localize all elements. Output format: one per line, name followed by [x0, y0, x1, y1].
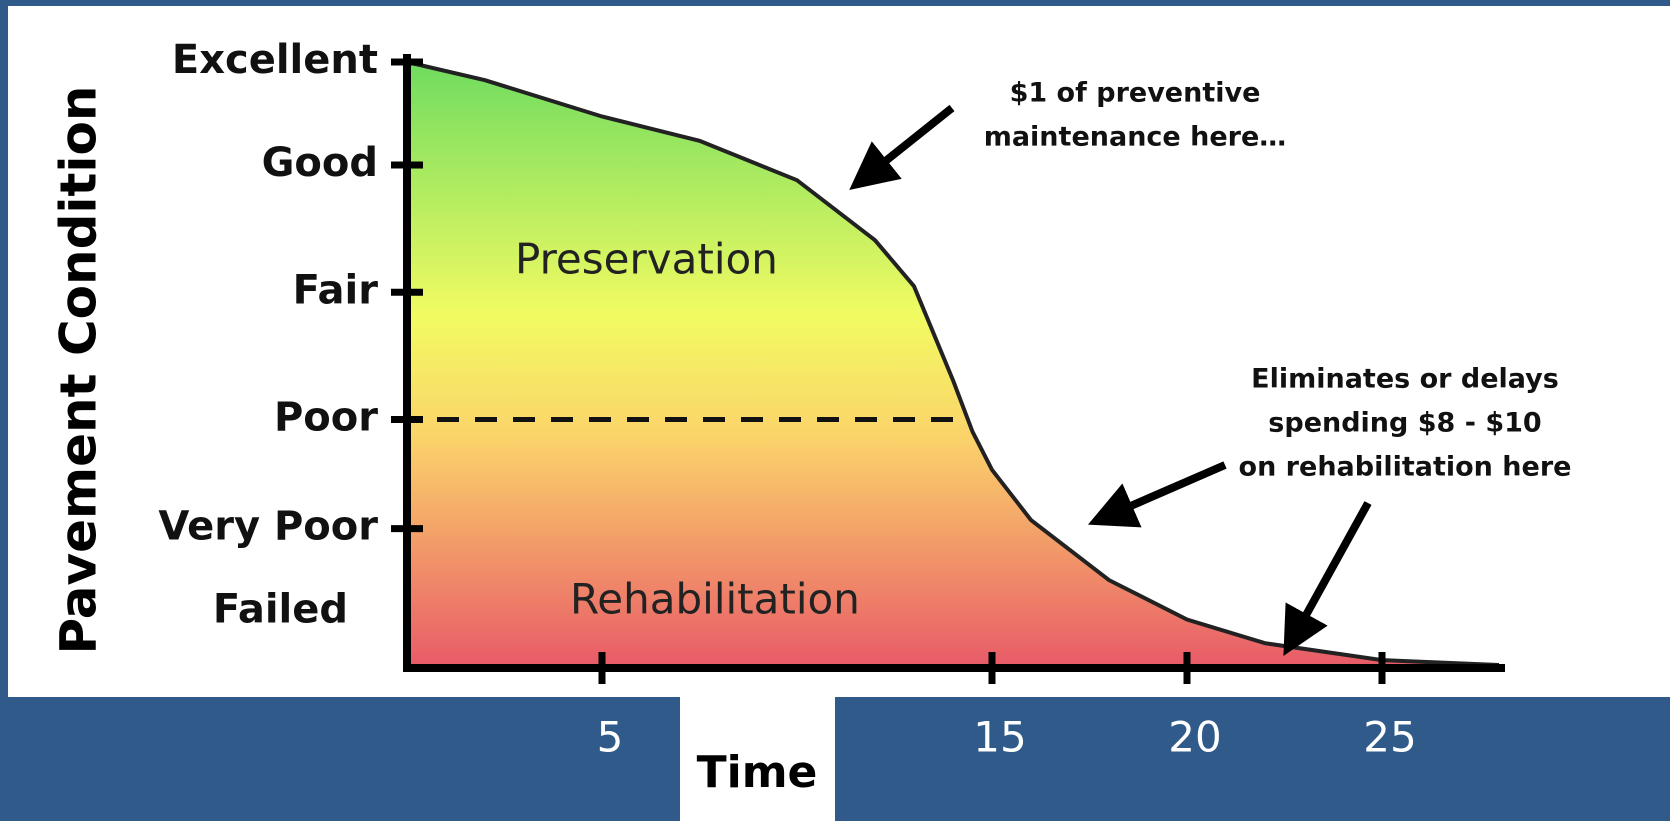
- y-tick-label: Failed: [213, 587, 348, 633]
- xlabel-box: [680, 697, 835, 821]
- x-axis-label: Time: [697, 747, 818, 798]
- y-axis-label: Pavement Condition: [50, 85, 108, 654]
- annotation: Eliminates or delays: [1251, 364, 1559, 395]
- y-tick-label: Fair: [293, 267, 379, 313]
- region-label: Preservation: [515, 235, 778, 284]
- annotation: on rehabilitation here: [1239, 452, 1572, 483]
- y-tick-label: Very Poor: [158, 504, 378, 550]
- arrows: [849, 104, 1372, 657]
- x-tick-label: 15: [973, 713, 1026, 762]
- curve: [406, 60, 1500, 667]
- annotation: spending $8 - $10: [1268, 408, 1541, 439]
- region-label: Rehabilitation: [570, 575, 860, 624]
- x-tick-label: 20: [1168, 713, 1221, 762]
- x-tick-label: 5: [597, 713, 624, 762]
- y-tick-label: Good: [262, 140, 378, 186]
- x-tick-label: 25: [1363, 713, 1416, 762]
- annotation: maintenance here…: [984, 122, 1287, 153]
- y-tick-label: Poor: [274, 395, 378, 441]
- annotation: $1 of preventive: [1010, 78, 1261, 109]
- area: [407, 62, 1499, 668]
- y-tick-label: Excellent: [172, 37, 378, 83]
